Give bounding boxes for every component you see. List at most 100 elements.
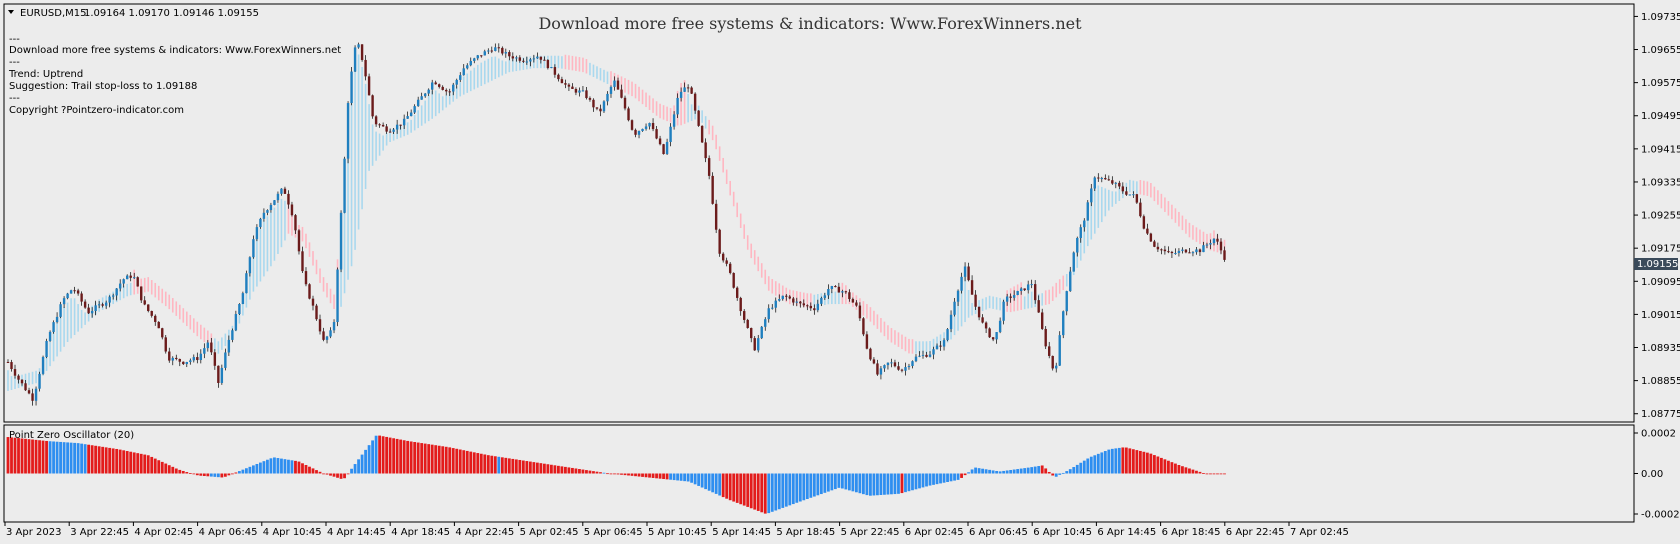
bear-candle — [1146, 228, 1149, 234]
oscillator-bar — [69, 442, 73, 474]
bull-candle — [416, 99, 420, 107]
bull-candle — [1030, 284, 1033, 286]
oscillator-bar — [798, 473, 802, 502]
oscillator-bar — [434, 445, 438, 474]
oscillator-bar — [1209, 473, 1212, 475]
oscillator-bar — [1191, 469, 1195, 474]
oscillator-bar — [904, 473, 907, 493]
oscillator-bar — [1167, 460, 1170, 474]
oscillator-bar — [329, 473, 332, 476]
time-tick-label: 4 Apr 22:45 — [455, 527, 514, 538]
bear-candle — [168, 351, 171, 361]
bear-candle — [178, 358, 181, 362]
oscillator-bar — [578, 469, 581, 474]
bear-candle — [508, 52, 511, 57]
oscillator-bar — [104, 447, 108, 474]
bull-candle — [45, 340, 48, 357]
oscillator-bar — [27, 439, 31, 474]
time-tick-label: 6 Apr 10:45 — [1033, 527, 1092, 538]
bull-candle — [133, 277, 136, 279]
bear-candle — [1040, 312, 1044, 329]
bull-candle — [231, 330, 234, 340]
price-pane[interactable] — [3, 3, 1635, 423]
bear-candle — [1033, 284, 1037, 301]
price-tick-label: 1.08855 — [1641, 376, 1680, 387]
oscillator-bar — [616, 473, 620, 475]
oscillator-bar — [322, 473, 325, 475]
bull-candle — [767, 308, 770, 320]
bull-candle — [455, 79, 458, 85]
bear-candle — [367, 76, 371, 96]
oscillator-bar — [535, 462, 539, 474]
oscillator-bar — [209, 473, 213, 477]
oscillator-bar — [991, 470, 995, 474]
bear-candle — [809, 305, 813, 309]
time-tick-label: 4 Apr 10:45 — [263, 527, 322, 538]
oscillator-bar — [262, 461, 266, 474]
oscillator-bar — [1128, 448, 1132, 474]
bull-candle — [280, 188, 283, 194]
oscillator-bar — [511, 458, 515, 474]
oscillator-bar — [24, 438, 27, 474]
time-tick-label: 5 Apr 18:45 — [776, 527, 835, 538]
bear-candle — [855, 302, 858, 306]
oscillator-bar — [94, 445, 98, 474]
price-tick-label: 1.09495 — [1641, 111, 1680, 122]
bull-candle — [90, 310, 94, 314]
oscillator-bar — [62, 442, 66, 474]
bear-candle — [806, 305, 809, 307]
oscillator-bar — [644, 473, 648, 478]
oscillator-bar — [1156, 456, 1160, 474]
oscillator-bar — [31, 439, 34, 474]
bear-candle — [20, 379, 24, 384]
oscillator-bar — [739, 473, 743, 505]
oscillator-bar — [237, 471, 241, 474]
collapse-triangle-icon[interactable] — [8, 10, 14, 14]
oscillator-bar — [728, 473, 732, 501]
oscillator-bar — [1089, 456, 1093, 474]
oscillator-bar — [897, 473, 900, 494]
oscillator-bar — [395, 438, 399, 474]
bull-candle — [392, 129, 395, 132]
oscillator-bar — [507, 458, 511, 474]
bear-candle — [1160, 249, 1163, 251]
time-tick-label: 4 Apr 06:45 — [199, 527, 258, 538]
bull-candle — [248, 257, 252, 274]
bull-candle — [683, 87, 686, 92]
bull-candle — [62, 298, 66, 305]
bear-candle — [851, 299, 855, 303]
oscillator-bar — [1030, 467, 1034, 474]
bull-candle — [420, 96, 423, 100]
oscillator-bar — [1202, 473, 1205, 474]
bear-candle — [287, 193, 290, 205]
time-tick-label: 5 Apr 06:45 — [584, 527, 643, 538]
oscillator-bar — [248, 466, 252, 474]
bear-candle — [732, 272, 735, 288]
bull-candle — [827, 289, 830, 296]
oscillator-bar — [690, 473, 694, 483]
oscillator-bar — [269, 458, 273, 474]
bull-candle — [995, 332, 998, 340]
bull-candle — [665, 141, 669, 155]
bull-candle — [69, 290, 73, 294]
oscillator-bar — [1068, 469, 1072, 474]
oscillator-bar — [367, 445, 371, 474]
oscillator-bar — [1016, 469, 1020, 474]
oscillator-bar — [230, 473, 234, 475]
oscillator-title: Point Zero Oscillator (20) — [9, 430, 134, 441]
oscillator-bar — [528, 461, 532, 474]
bull-candle — [998, 320, 1002, 333]
time-tick-label: 6 Apr 18:45 — [1162, 527, 1221, 538]
trend-line: Trend: Uptrend — [8, 69, 83, 80]
oscillator-bar — [1054, 473, 1058, 477]
oscillator-bar — [276, 458, 280, 474]
oscillator-bar — [756, 473, 760, 511]
oscillator-bar — [325, 473, 329, 475]
oscillator-bar — [146, 455, 150, 474]
oscillator-bar — [441, 446, 445, 474]
bear-candle — [977, 306, 981, 318]
bear-candle — [876, 363, 879, 375]
oscillator-bar — [911, 473, 914, 491]
bull-candle — [1058, 335, 1061, 366]
